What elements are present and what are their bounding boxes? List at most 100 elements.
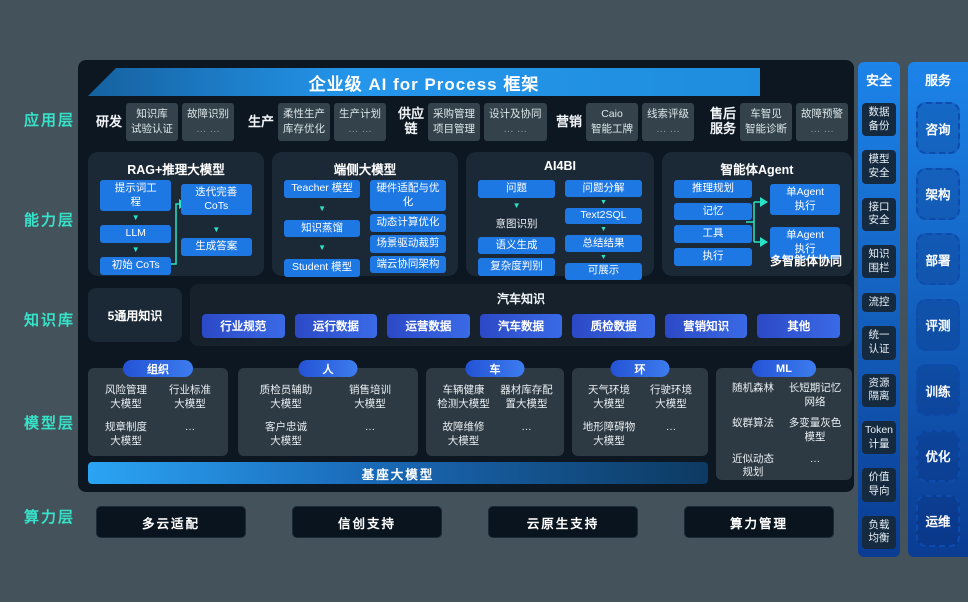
capability-title: RAG+推理大模型 (127, 163, 225, 177)
model-cell: … (364, 421, 376, 434)
app-box-line: 生产计划 (339, 108, 382, 121)
app-box-line: 车智见 (750, 108, 782, 121)
agent-module: 工具 (674, 225, 753, 243)
app-box-line: 试验认证 (131, 123, 174, 135)
rag-left-column: 提示词工 程 ▼ LLM ▼ 初始 CoTs (100, 180, 172, 275)
app-category-label: 售后 服务 (710, 106, 737, 136)
service-item: 评测 (916, 298, 960, 351)
service-header: 服务 (924, 73, 951, 88)
app-box-line: 柔性生产 (283, 108, 326, 121)
model-cell: … (521, 421, 532, 434)
layer-label-capability: 能力层 (24, 212, 76, 229)
app-box: 线索评级 … … (642, 103, 695, 141)
ai4bi-right-column: 问题分解 ▼ Text2SQL ▼ 总结结果 ▼ 可展示 (564, 180, 642, 280)
compute-box-cloudnative: 云原生支持 (488, 506, 638, 538)
auto-knowledge-box: 汽车知识 行业规范 运行数据 运营数据 汽车数据 质检数据 营销知识 其他 (190, 284, 852, 346)
down-arrow-icon: ▼ (131, 213, 140, 223)
ai4bi-step: 语义生成 (478, 236, 556, 255)
edge-step: Teacher 模型 (284, 180, 361, 198)
app-box: Caio 智能工牌 (586, 103, 639, 141)
app-group-marketing: 营销 Caio 智能工牌 线索评级 … … (556, 101, 695, 143)
model-category-tag: ML (752, 360, 816, 377)
rag-right-column: 迭代完善 CoTs ▼ 生成答案 (180, 180, 252, 271)
knowledge-pill: 汽车数据 (479, 314, 563, 338)
agent-left-column: 推理规划 记忆 工具 执行 (674, 180, 753, 271)
agent-executor: 单Agent 执行 (770, 184, 840, 216)
app-box-line: … … (810, 123, 834, 135)
rag-step: 生成答案 (180, 238, 252, 256)
agent-module: 执行 (674, 247, 753, 266)
app-box-line: 智能工牌 (591, 123, 634, 135)
knowledge-pill: 质检数据 (572, 314, 655, 338)
capability-title: 智能体Agent (720, 163, 794, 177)
ai4bi-step-text: 意图识别 (495, 217, 538, 230)
edge-step: Student 模型 (284, 259, 361, 277)
knowledge-pill: 运营数据 (387, 314, 470, 338)
title-banner: 企业级 AI for Process 框架 (88, 68, 760, 96)
layer-label-model: 模型层 (24, 415, 76, 432)
app-group-supply-chain: 供应 链 采购管理 项目管理 设计及协同 … … (398, 101, 547, 143)
app-box-line: 项目管理 (433, 123, 476, 135)
ai4bi-left-column: 问题 ▼ 意图识别 语义生成 复杂度判别 (478, 180, 556, 276)
flow-connector-icon (746, 197, 768, 247)
layer-label-knowledge: 知识库 (24, 312, 76, 329)
app-box-line: … … (656, 123, 680, 135)
rag-step: LLM (100, 225, 172, 243)
app-box: 生产计划 … … (334, 103, 387, 141)
model-cell: 长短期记忆 网络 (788, 382, 842, 408)
model-cell: 地形障碍物 大模型 (582, 421, 636, 447)
service-item: 咨询 (916, 102, 960, 155)
agent-right-column: 单Agent 执行 单Agent 执行 (770, 180, 840, 271)
app-category-label: 研发 (96, 113, 123, 129)
service-item: 运维 (916, 494, 960, 547)
down-arrow-icon: ▼ (131, 244, 140, 254)
service-panel: 服务 咨询 架构 部署 评测 训练 优化 运维 (908, 62, 968, 557)
model-column-vehicle: 车 车辆健康 检测大模型 器材库存配 置大模型 故障维修 大模型 … (426, 360, 564, 456)
security-item: 负载 均衡 (862, 515, 896, 549)
auto-knowledge-title: 汽车知识 (496, 292, 545, 306)
model-cell: 蚁群算法 (732, 417, 774, 430)
app-group-rnd: 研发 知识库 试验认证 故障识别 … … (96, 101, 235, 143)
knowledge-pill: 运行数据 (294, 314, 378, 338)
security-item: 知识 围栏 (862, 245, 896, 279)
app-box-line: … … (196, 123, 220, 135)
app-group-aftersales: 售后 服务 车智见 智能诊断 故障预警 … … (710, 101, 849, 143)
layer-label-application: 应用层 (24, 112, 76, 129)
model-cell: 规章制度 大模型 (105, 421, 147, 447)
edge-step: 知识蒸馏 (284, 219, 361, 238)
model-cell: 行业标准 大模型 (169, 384, 211, 410)
capability-box-rag: RAG+推理大模型 提示词工 程 ▼ LLM ▼ 初始 CoTs 迭代完善 Co… (88, 152, 264, 276)
app-box-line: 线索评级 (647, 108, 690, 121)
app-box-line: … … (348, 123, 372, 135)
down-arrow-icon: ▼ (599, 253, 607, 261)
capability-box-agent: 智能体Agent 推理规划 记忆 工具 执行 单Agent 执行 单Agent … (662, 152, 852, 276)
model-cell: 随机森林 (732, 382, 774, 394)
down-arrow-icon: ▼ (512, 200, 521, 210)
edge-item: 动态计算优化 (369, 214, 446, 232)
model-cell: 故障维修 大模型 (442, 421, 485, 447)
model-category-tag: 车 (465, 360, 525, 377)
model-category-tag: 环 (610, 360, 670, 377)
model-cell: 销售培训 大模型 (349, 384, 391, 410)
foundation-model-banner: 基座大模型 (88, 462, 708, 484)
app-box: 设计及协同 … … (484, 103, 547, 141)
security-item: Token 计量 (862, 420, 896, 455)
edge-right-column: 硬件适配与优化 动态计算优化 场景驱动裁剪 端云协同架构 (369, 180, 446, 274)
app-category-label: 营销 (556, 113, 583, 129)
rag-step: 初始 CoTs (100, 256, 172, 275)
security-item: 接口 安全 (862, 197, 896, 232)
compute-box-xinchuang: 信创支持 (292, 506, 442, 538)
agent-module: 记忆 (674, 202, 753, 221)
service-item: 优化 (916, 429, 960, 482)
multi-agent-label: 多智能体协同 (769, 254, 842, 268)
app-box-line: 设计及协同 (489, 108, 542, 121)
app-box-line: 知识库 (136, 108, 168, 121)
agent-executor: 单Agent 执行 (770, 227, 840, 259)
app-box-line: 智能诊断 (745, 123, 788, 135)
security-header: 安全 (865, 73, 892, 88)
general-knowledge-box: 5通用知识 (88, 288, 182, 342)
app-box: 知识库 试验认证 (126, 103, 179, 141)
capability-box-ai4bi: AI4BI 问题 ▼ 意图识别 语义生成 复杂度判别 问题分解 ▼ Text2S… (466, 152, 654, 280)
down-arrow-icon: ▼ (318, 243, 327, 253)
knowledge-pill: 营销知识 (664, 314, 748, 338)
